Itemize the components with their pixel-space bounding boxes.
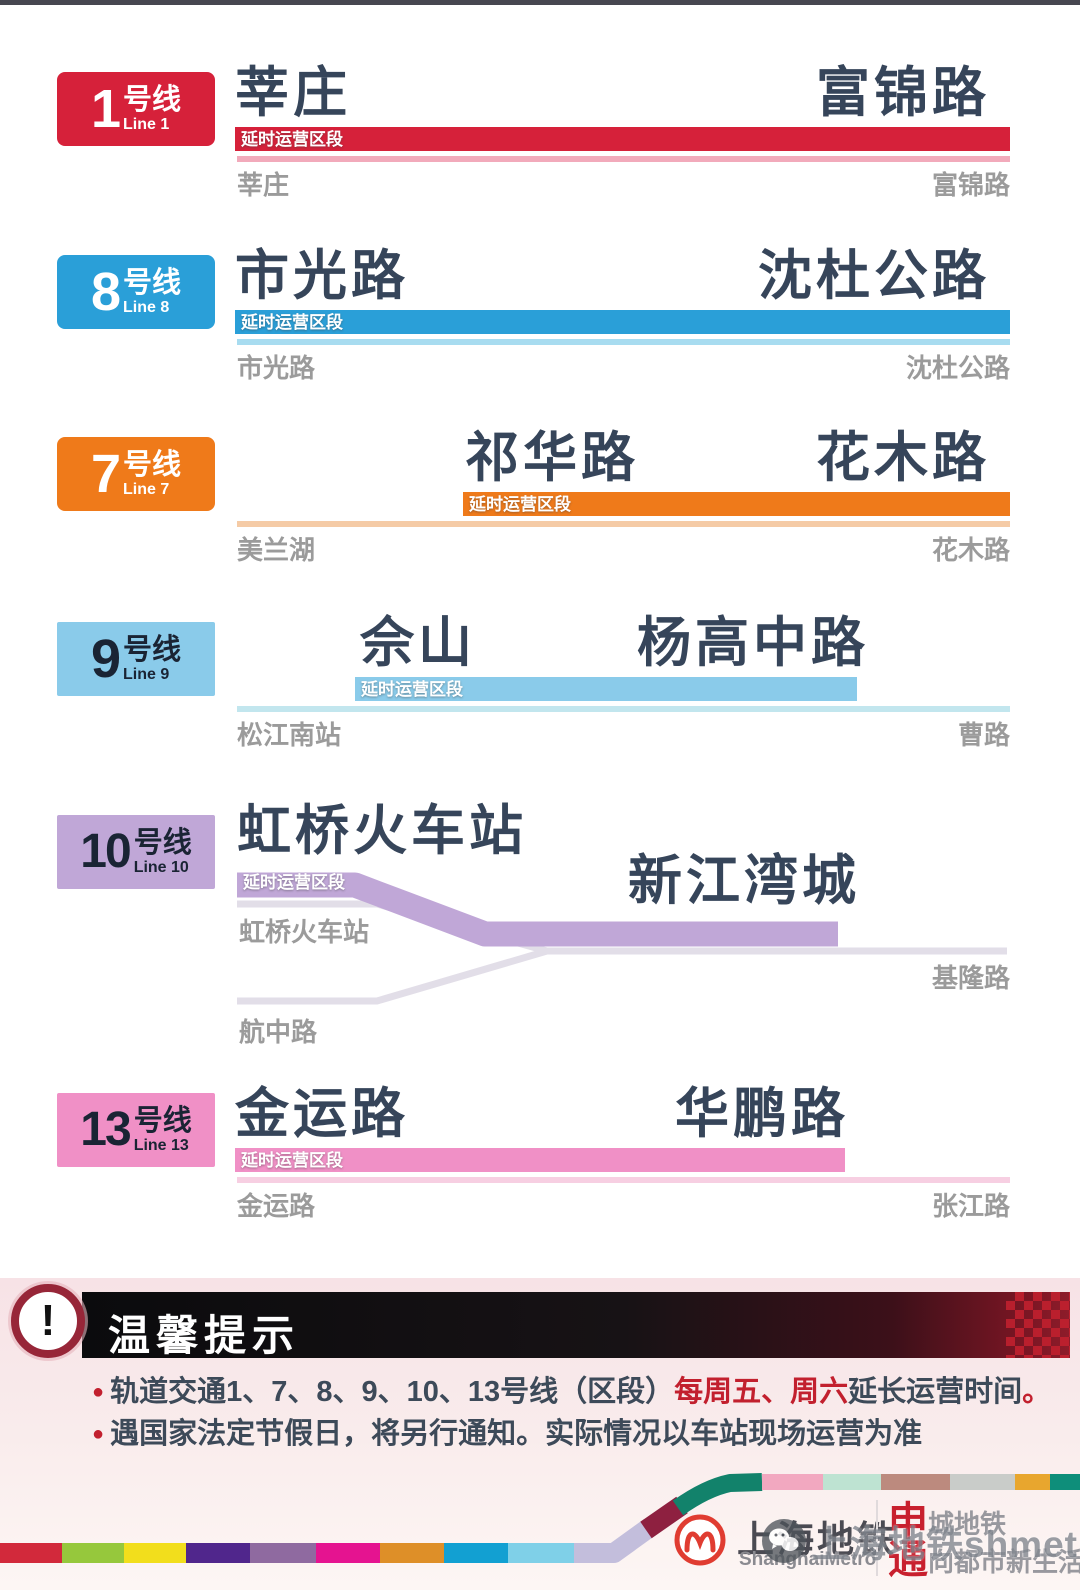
notice-bullet-2: ● 遇国家法定节假日，将另行通知。实际情况以车站现场运营为准: [92, 1410, 922, 1452]
line10-badge-suffix: 号线: [133, 826, 192, 859]
slogan1-big-char: 申: [888, 1500, 928, 1544]
top-border: [0, 0, 1080, 5]
line10-extended-label: 延时运营区段: [243, 873, 345, 892]
line7-badge-suffix: 号线: [123, 448, 182, 481]
exclamation-icon: !: [11, 1284, 85, 1358]
shanghai-metro-logo-icon: [674, 1514, 726, 1566]
line1-badge: 1 号线 Line 1: [57, 72, 215, 146]
line9-badge-suffix: 号线: [123, 633, 182, 666]
line8-left-terminus: 市光路: [237, 353, 316, 383]
wechat-watermark: 上海地铁shmetro: [760, 1514, 1080, 1568]
line9-segment-end-station: 杨高中路: [637, 613, 869, 673]
line1-badge-number: 1: [90, 79, 121, 139]
line7-end-station: 花木路: [816, 428, 990, 488]
line9-badge-number: 9: [90, 629, 121, 689]
line10-branch-bottom-terminus: 航中路: [239, 1017, 318, 1047]
line13-badge-en: Line 13: [133, 1136, 189, 1154]
line7-extended-label: 延时运营区段: [469, 494, 571, 514]
line7-extended-bar: 延时运营区段: [463, 492, 1010, 516]
line10-extended-bar: [237, 872, 838, 947]
line13-segment-end-station: 华鹏路: [675, 1084, 849, 1144]
line1-extended-bar: 延时运营区段: [235, 127, 1010, 151]
line8-badge-suffix: 号线: [123, 266, 182, 299]
line1-extended-label: 延时运营区段: [241, 129, 343, 149]
notice-banner: [82, 1292, 1070, 1358]
line7-segment-start-station: 祁华路: [465, 428, 639, 488]
notice-bullet1-text: 轨道交通1、7、8、9、10、13号线（区段）: [110, 1376, 675, 1408]
notice-bullet2-text: 遇国家法定节假日，将另行通知。实际情况以车站现场运营为准: [110, 1418, 923, 1450]
line1-left-terminus: 莘庄: [237, 170, 290, 200]
line7-right-terminus: 花木路: [931, 535, 1010, 565]
line10-segment-end-station: 新江湾城: [628, 851, 860, 911]
line8-start-station: 市光路: [235, 246, 409, 306]
line10-branch-top-terminus: 虹桥火车站: [239, 917, 370, 947]
line7-full-line: [237, 521, 1010, 527]
line13-left-terminus: 金运路: [237, 1191, 316, 1221]
notice-banner-checker-decor: [1006, 1292, 1070, 1358]
line9-full-line: [237, 706, 1010, 712]
notice-bullet1-highlight: 每周五、周六: [674, 1376, 849, 1408]
line1-badge-suffix: 号线: [123, 83, 182, 116]
line9-left-terminus: 松江南站: [237, 720, 342, 750]
line13-extended-bar: 延时运营区段: [235, 1148, 845, 1172]
line13-right-terminus: 张江路: [931, 1191, 1010, 1221]
footer-slogan: 申城地铁 通向都市新生活: [888, 1500, 1080, 1582]
line8-full-line: [237, 339, 1010, 345]
line13-badge-suffix: 号线: [133, 1104, 192, 1137]
line13-badge: 13 号线 Line 13: [57, 1093, 215, 1167]
notice-title: 温馨提示: [108, 1312, 301, 1359]
line8-right-terminus: 沈杜公路: [905, 353, 1010, 383]
line10-branch-diagram: [237, 872, 1007, 1005]
slogan2-big-char: 通: [888, 1538, 928, 1582]
line9-extended-bar: 延时运营区段: [355, 677, 857, 701]
line7-left-terminus: 美兰湖: [237, 535, 316, 565]
line7-badge-en: Line 7: [123, 480, 170, 498]
footer-route-stripe: [0, 1473, 1080, 1563]
notice-bullet1-text2: 延长运营时间: [848, 1376, 1023, 1408]
line10-badge-number: 10: [80, 825, 131, 878]
line13-badge-number: 13: [80, 1103, 131, 1156]
line9-badge-en: Line 9: [123, 665, 170, 683]
notice-bullet-1: ● 轨道交通1、7、8、9、10、13号线（区段）每周五、周六延长运营时间。: [92, 1368, 1051, 1410]
line7-badge: 7 号线 Line 7: [57, 437, 215, 511]
line1-start-station: 莘庄: [235, 63, 351, 123]
line1-end-station: 富锦路: [816, 63, 990, 123]
line10-branch-bottom-line: [237, 947, 548, 1005]
line8-extended-bar: 延时运营区段: [235, 310, 1010, 334]
line10-badge-en: Line 10: [133, 858, 189, 876]
line9-right-terminus: 曹路: [957, 720, 1010, 750]
line8-end-station: 沈杜公路: [758, 246, 990, 306]
line13-extended-label: 延时运营区段: [241, 1150, 343, 1170]
watermark-text: 上海地铁shmetro: [812, 1524, 1080, 1565]
footer-divider: [876, 1500, 878, 1576]
line1-full-line: [237, 156, 1010, 162]
line10-badge: 10 号线 Line 10: [57, 815, 215, 889]
line8-extended-label: 延时运营区段: [241, 312, 343, 332]
line9-badge: 9 号线 Line 9: [57, 622, 215, 696]
line8-badge: 8 号线 Line 8: [57, 255, 215, 329]
line10-segment-start-station: 虹桥火车站: [237, 801, 527, 861]
bullet-dot-icon: ●: [92, 1423, 105, 1445]
slogan2-rest: 向都市新生活: [928, 1547, 1080, 1577]
line9-segment-start-station: 佘山: [360, 613, 476, 673]
bullet-dot-icon: ●: [92, 1381, 105, 1403]
line13-start-station: 金运路: [235, 1084, 409, 1144]
line9-extended-label: 延时运营区段: [361, 679, 463, 699]
line8-badge-number: 8: [90, 262, 121, 322]
line10-right-terminus: 基隆路: [931, 963, 1010, 993]
line13-full-line: [237, 1177, 1010, 1183]
line8-badge-en: Line 8: [123, 298, 170, 316]
wechat-icon: [762, 1519, 806, 1563]
slogan1-rest: 城地铁: [928, 1509, 1007, 1539]
notice-bullet1-period: 。: [1022, 1376, 1052, 1408]
line7-badge-number: 7: [90, 444, 121, 504]
line1-badge-en: Line 1: [123, 115, 170, 133]
line1-right-terminus: 富锦路: [931, 170, 1010, 200]
